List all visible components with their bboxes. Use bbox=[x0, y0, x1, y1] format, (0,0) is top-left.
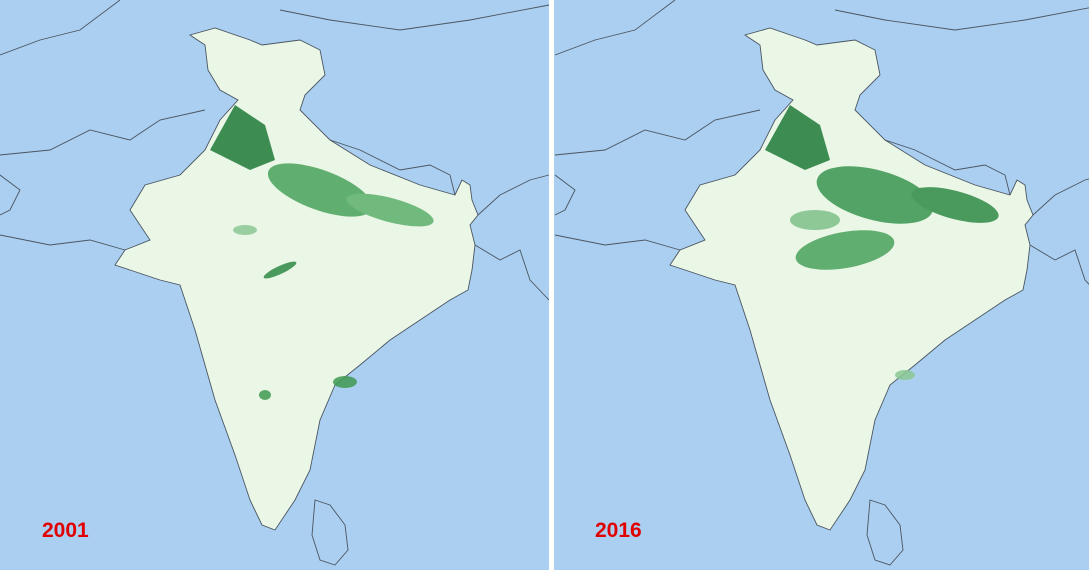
panel-2001: 2001 bbox=[0, 0, 550, 570]
divider bbox=[549, 0, 554, 570]
panel-2016: 2016 bbox=[554, 0, 1089, 570]
crop-areas bbox=[765, 105, 999, 380]
crop-areas bbox=[210, 105, 434, 400]
year-label: 2016 bbox=[595, 519, 642, 542]
panel-viewport bbox=[554, 0, 1089, 566]
year-label: 2001 bbox=[42, 519, 89, 542]
